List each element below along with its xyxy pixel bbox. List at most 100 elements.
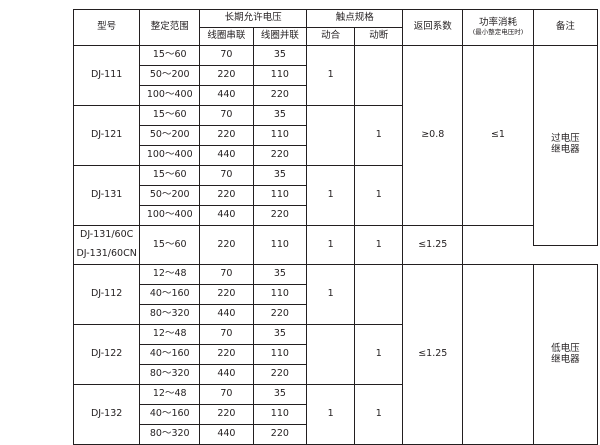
contact-make-dj121 [306,105,356,166]
model-dj131-60cn: DJ-131/60CN [72,245,141,265]
range-cell: 80～320 [139,304,201,325]
contact-break-dj122: 1 [354,324,404,385]
table-row: 40～160 220 110 [74,284,598,305]
model-dj112: DJ-112 [72,264,141,325]
table-row: 40～160 220 110 [74,344,598,365]
parallel-cell: 110 [252,344,308,365]
series-cell: 440 [199,85,254,106]
range-cell: 80～320 [139,424,201,445]
parallel-cell: 35 [252,45,308,66]
series-cell: 440 [199,304,254,325]
header-contact-break: 动断 [354,27,404,46]
parallel-cell: 35 [252,384,308,405]
series-cell: 220 [199,185,254,206]
model-dj132: DJ-132 [72,384,141,445]
parallel-cell: 110 [252,225,308,265]
table-row: DJ-111 15～60 70 35 1 ≥0.8 ≤1 过电压 继电器 [72,45,599,246]
series-cell: 220 [199,65,254,86]
model-dj121: DJ-121 [72,105,141,166]
range-cell: 50～200 [139,65,201,86]
contact-break-dj131-60c: 1 [354,225,404,265]
remark-overvoltage-line1: 过电压 [551,133,580,145]
contact-make-dj131-60c: 1 [306,225,356,265]
model-dj111: DJ-111 [72,45,141,106]
header-model: 型号 [72,9,141,46]
range-cell: 50～200 [139,185,201,206]
series-cell: 70 [199,165,254,186]
parallel-cell: 35 [252,324,308,345]
remark-overvoltage: 过电压 继电器 [532,45,599,246]
table-row: 50～200 220 110 [74,125,598,146]
header-coil-parallel: 线圈并联 [252,27,308,46]
range-cell: 40～160 [139,284,201,305]
series-cell: 220 [199,225,254,265]
model-dj131: DJ-131 [72,165,141,226]
power-consumption-top: ≤1 [462,45,534,226]
parallel-cell: 35 [252,105,308,126]
table-row: 100～400 440 220 [74,205,598,226]
series-cell: 220 [199,404,254,425]
model-dj122: DJ-122 [72,324,141,385]
range-cell: 100～400 [139,85,201,106]
range-cell: 15～60 [139,45,201,66]
range-cell: 100～400 [139,145,201,166]
contact-make-dj112: 1 [306,264,356,325]
table-header-row-1: 型号 整定范围 长期允许电压 触点规格 返回系数 功率消耗 (最小整定电压时) … [72,9,599,46]
series-cell: 70 [199,264,254,285]
header-coil-series: 线圈串联 [199,27,254,46]
range-cell: 50～200 [139,125,201,146]
header-power-consumption-note: (最小整定电压时) [472,28,524,37]
parallel-cell: 220 [252,205,308,226]
table-row: DJ-131 15～60 70 35 1 1 [72,165,598,226]
parallel-cell: 220 [252,424,308,445]
contact-make-dj122 [306,324,356,385]
series-cell: 440 [199,364,254,385]
series-cell: 440 [199,424,254,445]
table-row: 50～200 220 110 [74,185,598,206]
table-row: DJ-131/60CN [72,245,598,265]
remark-overvoltage-line2: 继电器 [551,144,580,156]
range-cell: 40～160 [139,404,201,425]
parallel-cell: 110 [252,185,308,206]
range-cell: 100～400 [139,205,201,226]
series-cell: 220 [199,125,254,146]
range-cell: 12～48 [139,324,201,345]
remark-undervoltage-line1: 低电压 [551,342,580,354]
contact-break-dj132: 1 [354,384,404,445]
parallel-cell: 110 [252,65,308,86]
range-cell: 15～60 [139,225,201,265]
range-cell: 15～60 [139,165,201,186]
power-consumption-bottom [462,264,534,445]
table-row: 100～400 440 220 [74,145,598,166]
table-row: DJ-121 15～60 70 35 1 [72,105,598,166]
series-cell: 70 [199,105,254,126]
parallel-cell: 220 [252,85,308,106]
header-long-term-voltage: 长期允许电压 [199,9,308,28]
remark-undervoltage: 低电压 继电器 [532,264,599,445]
parallel-cell: 220 [252,304,308,325]
range-cell: 12～48 [139,384,201,405]
contact-make-dj131: 1 [306,165,356,226]
series-cell: 70 [199,384,254,405]
table-row: DJ-112 12～48 70 35 1 ≤1.25 低电压 继电器 [72,264,599,445]
table-row: DJ-131/60C 15～60 220 110 1 1 ≤1.25 [72,225,598,265]
header-setting-range: 整定范围 [139,9,201,46]
range-cell: 40～160 [139,344,201,365]
contact-make-dj111: 1 [306,45,356,106]
parallel-cell: 35 [252,264,308,285]
range-cell: 80～320 [139,364,201,385]
series-cell: 440 [199,145,254,166]
model-dj131-60c: DJ-131/60C [72,225,141,245]
series-cell: 70 [199,45,254,66]
header-contact-make: 动合 [306,27,356,46]
return-coefficient-bottom: ≤1.25 [402,264,464,445]
series-cell: 220 [199,344,254,365]
relay-spec-table: 型号 整定范围 长期允许电压 触点规格 返回系数 功率消耗 (最小整定电压时) … [72,9,599,445]
power-consumption-special: ≤1.25 [402,225,464,265]
parallel-cell: 220 [252,364,308,385]
series-cell: 220 [199,284,254,305]
range-cell: 12～48 [139,264,201,285]
header-return-coefficient: 返回系数 [402,9,464,46]
contact-break-dj111 [354,45,404,106]
parallel-cell: 110 [252,125,308,146]
